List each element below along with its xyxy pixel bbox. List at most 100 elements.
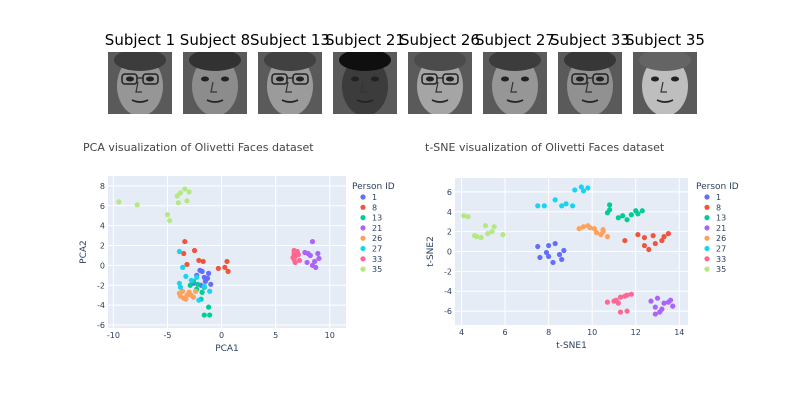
data-point [471,233,478,239]
legend-item-label[interactable]: 35 [716,265,726,274]
legend-marker[interactable] [360,245,366,252]
data-point [654,295,661,301]
data-point [661,234,667,240]
data-point [559,203,565,209]
data-point [543,249,550,256]
data-point [546,242,552,249]
legend-marker[interactable] [360,204,366,210]
data-point [305,250,311,257]
data-point [312,258,318,265]
legend-marker[interactable] [704,266,710,272]
data-point [181,295,187,301]
y-tick-label: -6 [444,307,452,316]
legend-marker[interactable] [360,194,366,200]
data-point [617,309,624,315]
data-point [489,229,495,235]
legend-item-label[interactable]: 26 [372,234,382,243]
face-gallery: Subject 1 Subject 8 Subject 13 Subject 21 Su… [0,0,794,120]
data-point [500,232,506,238]
legend-marker[interactable] [360,215,366,221]
legend-marker[interactable] [360,266,366,272]
legend-marker[interactable] [704,194,710,200]
data-point [461,213,467,219]
pca-chart-title: PCA visualization of Olivetti Faces data… [83,141,314,154]
data-point [578,184,584,190]
data-point [206,270,212,276]
data-point [624,217,630,223]
x-tick-label: 4 [459,328,464,337]
y-tick-label: -2 [97,281,105,290]
data-point [478,234,484,241]
data-point [134,202,140,208]
legend-item-label[interactable]: 27 [716,245,726,254]
legend-item-label[interactable]: 13 [716,214,726,223]
data-point [652,311,658,317]
data-point [550,259,556,266]
legend-title: Person ID [696,182,739,192]
data-point [556,251,563,258]
legend-item-label[interactable]: 33 [716,255,726,264]
data-point [615,215,621,221]
legend-marker[interactable] [360,225,366,231]
data-point [646,246,652,253]
x-tick-label: 5 [273,331,278,340]
data-point [208,281,214,287]
y-tick-label: 6 [447,188,452,197]
legend-item-label[interactable]: 21 [716,224,726,233]
face-photo-icon [333,52,397,114]
subject-label: Subject 33 [550,31,630,49]
data-point [569,203,576,209]
data-point [187,282,193,288]
data-point [304,259,310,266]
data-point [552,240,558,247]
data-point [196,297,202,303]
data-point [622,237,628,244]
data-point [224,258,230,265]
legend-marker[interactable] [704,204,710,210]
data-point [188,277,194,283]
data-point [587,225,593,231]
legend-item-label[interactable]: 8 [372,203,377,212]
legend-item-label[interactable]: 13 [372,214,382,223]
legend-item-label[interactable]: 1 [372,193,377,202]
legend-item-label[interactable]: 8 [716,203,721,212]
data-point [204,275,211,281]
data-point [652,304,658,310]
legend-marker[interactable] [704,215,710,221]
y-tick-label: 8 [100,182,105,191]
legend-marker[interactable] [360,256,366,262]
legend-item-label[interactable]: 21 [372,224,382,233]
data-point [622,293,628,299]
data-point [182,238,188,245]
data-point [193,288,199,294]
legend-item-label[interactable]: 35 [372,265,382,274]
legend-marker[interactable] [704,245,710,252]
legend-marker[interactable] [704,225,710,231]
face-photo-icon [408,52,472,114]
subject-label: Subject 13 [250,31,330,49]
data-point [176,248,182,255]
legend-marker[interactable] [704,256,710,262]
legend-marker[interactable] [360,235,366,241]
y-tick-label: -4 [97,301,105,310]
tsne-chart-title: t-SNE visualization of Olivetti Faces da… [425,141,665,154]
data-point [648,298,654,304]
legend-marker[interactable] [704,235,710,241]
data-point [313,264,319,270]
subject-label: Subject 1 [104,31,176,49]
legend-title: Person ID [352,182,395,192]
legend-item-label[interactable]: 26 [716,234,726,243]
y-tick-label: -6 [97,321,105,330]
data-point [607,202,613,208]
data-point [196,257,202,264]
data-point [628,212,634,218]
data-point [292,259,298,266]
legend-item-label[interactable]: 1 [716,193,721,202]
legend-item-label[interactable]: 33 [372,255,382,264]
legend-item-label[interactable]: 27 [372,245,382,254]
x-tick-label: 8 [546,328,551,337]
data-point [600,227,606,233]
y-tick-label: -2 [444,267,452,276]
